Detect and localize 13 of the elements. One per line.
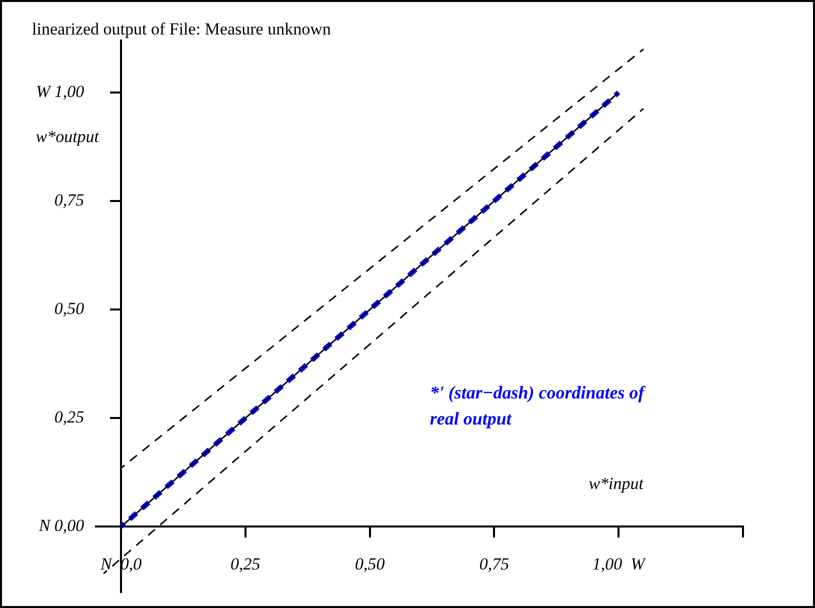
x-tick-label: 0,50 — [354, 554, 386, 574]
x-tick-label: 0,75 — [479, 554, 510, 574]
x-tick-label: 1,00 W — [592, 554, 647, 574]
y-tick-label: 0,50 — [54, 299, 85, 318]
chart-title: linearized output of File: Measure unknown — [32, 20, 332, 39]
y-tick-label: 0,75 — [54, 190, 84, 210]
y-tick-label: 0,25 — [54, 408, 84, 427]
x-axis-title: w*input — [588, 474, 645, 494]
annotation: *' (star−dash) coordinates of real output — [430, 382, 646, 428]
y-axis-title: w*output — [36, 126, 100, 146]
y-tick-label: W 1,00 — [36, 82, 85, 101]
y-tick-label: N 0,00 — [38, 516, 85, 536]
x-tick-label: 0,25 — [230, 554, 260, 574]
